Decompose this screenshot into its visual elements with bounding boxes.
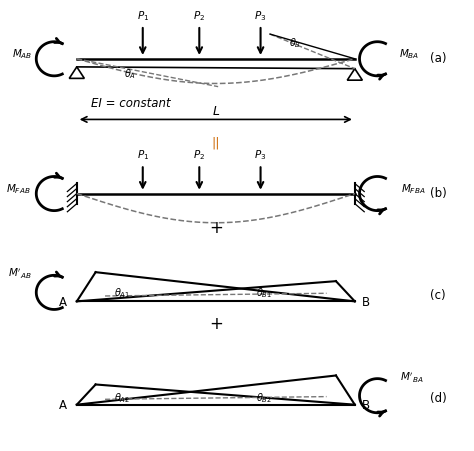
Text: A: A (59, 398, 67, 411)
Text: $\theta_{B2}$: $\theta_{B2}$ (256, 390, 272, 404)
Text: $M_{FBA}$: $M_{FBA}$ (401, 182, 426, 196)
Text: (a): (a) (430, 52, 447, 65)
Text: $P_2$: $P_2$ (193, 9, 205, 23)
Text: $\theta_A$: $\theta_A$ (124, 67, 136, 80)
Text: +: + (209, 219, 223, 237)
Text: ||: || (211, 136, 220, 149)
Text: $M'_{BA}$: $M'_{BA}$ (400, 370, 423, 384)
Text: $M_{FAB}$: $M_{FAB}$ (6, 182, 30, 196)
Text: +: + (209, 314, 223, 332)
Text: $\theta_{A1}$: $\theta_{A1}$ (115, 285, 131, 299)
Text: $M_{AB}$: $M_{AB}$ (12, 47, 33, 61)
Text: $\theta_{B1}$: $\theta_{B1}$ (256, 285, 272, 299)
Text: $P_3$: $P_3$ (255, 9, 267, 23)
Text: $P_2$: $P_2$ (193, 148, 205, 162)
Text: (c): (c) (430, 289, 446, 301)
Text: L: L (212, 105, 219, 118)
Text: $M'_{AB}$: $M'_{AB}$ (9, 267, 32, 281)
Text: $M_{BA}$: $M_{BA}$ (399, 47, 419, 61)
Text: B: B (362, 398, 370, 411)
Text: $\theta_B$: $\theta_B$ (289, 36, 301, 50)
Text: (d): (d) (430, 391, 447, 405)
Text: EI = constant: EI = constant (91, 97, 171, 110)
Text: $P_3$: $P_3$ (255, 148, 267, 162)
Text: $\theta_{A2}$: $\theta_{A2}$ (115, 390, 131, 404)
Text: B: B (362, 295, 370, 308)
Text: $P_1$: $P_1$ (137, 148, 149, 162)
Text: A: A (59, 295, 67, 308)
Text: (b): (b) (430, 187, 447, 200)
Text: $P_1$: $P_1$ (137, 9, 149, 23)
